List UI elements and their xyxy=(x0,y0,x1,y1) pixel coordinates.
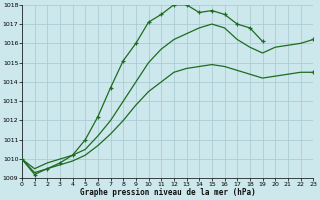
X-axis label: Graphe pression niveau de la mer (hPa): Graphe pression niveau de la mer (hPa) xyxy=(80,188,255,197)
